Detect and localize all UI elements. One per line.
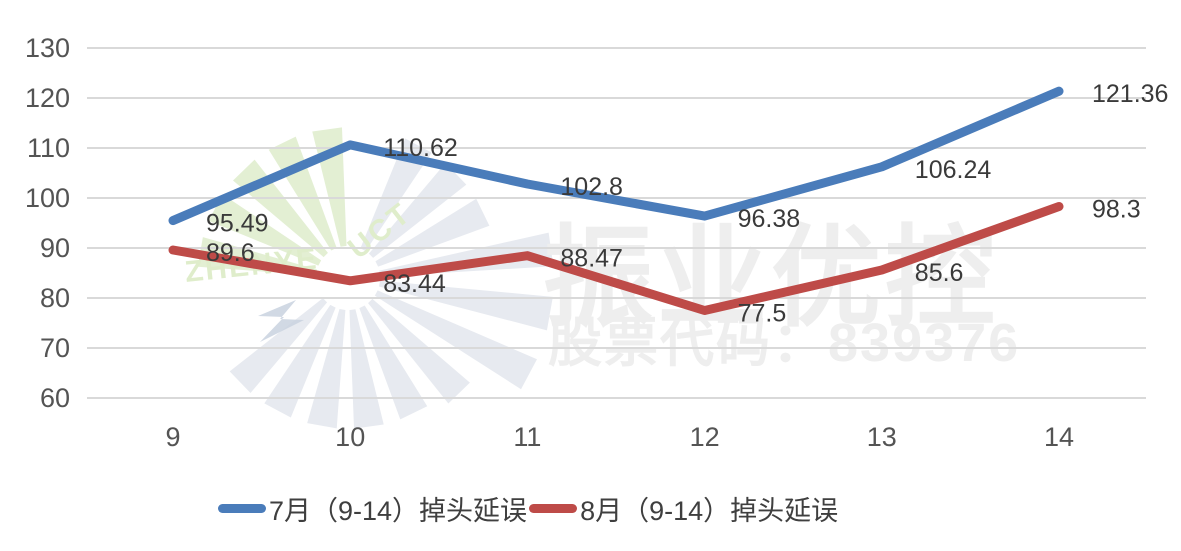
data-label: 102.8 [560, 173, 623, 201]
y-axis-label: 70 [40, 333, 70, 363]
x-axis-label: 12 [690, 422, 720, 452]
data-label: 88.47 [560, 245, 623, 273]
data-label: 83.44 [383, 270, 446, 298]
x-axis-label: 13 [867, 422, 897, 452]
series-line-1 [168, 202, 1064, 315]
data-label: 89.6 [206, 239, 255, 267]
legend-label: 8月（9-14）掉头延误 [580, 496, 839, 526]
y-axis-label: 60 [40, 383, 70, 413]
y-axis-label: 130 [25, 33, 70, 63]
y-axis-label: 120 [25, 83, 70, 113]
legend-label: 7月（9-14）掉头延误 [269, 496, 528, 526]
y-axis-label: 90 [40, 233, 70, 263]
data-label: 106.24 [915, 156, 992, 184]
y-axis-labels: 60 70 80 90 100 110 120 130 [25, 33, 70, 413]
data-label: 98.3 [1092, 196, 1141, 224]
legend-item-0: 7月（9-14）掉头延误 [218, 489, 527, 528]
data-label: 96.38 [738, 205, 801, 233]
y-axis-label: 110 [27, 133, 70, 163]
data-label: 121.36 [1092, 80, 1168, 108]
legend-item-1: 8月（9-14）掉头延误 [529, 489, 838, 528]
data-label: 95.49 [206, 210, 269, 238]
x-axis-label: 11 [513, 422, 541, 452]
data-label: 110.62 [383, 134, 458, 162]
legend-marker [218, 504, 266, 513]
legend: 7月（9-14）掉头延误 8月（9-14）掉头延误 [218, 489, 838, 528]
data-label: 77.5 [738, 300, 787, 328]
y-axis-label: 80 [40, 283, 70, 313]
data-label: 85.6 [915, 259, 964, 287]
x-axis-label: 9 [165, 422, 180, 452]
legend-marker [529, 504, 578, 513]
x-axis-labels: 9 10 11 12 13 14 [165, 422, 1074, 452]
x-axis-label: 14 [1044, 422, 1074, 452]
x-axis-label: 10 [335, 422, 365, 452]
data-labels: 95.49 110.62 102.8 96.38 106.24 121.36 89.6 83.… [206, 80, 1168, 327]
y-axis-label: 100 [25, 183, 70, 213]
